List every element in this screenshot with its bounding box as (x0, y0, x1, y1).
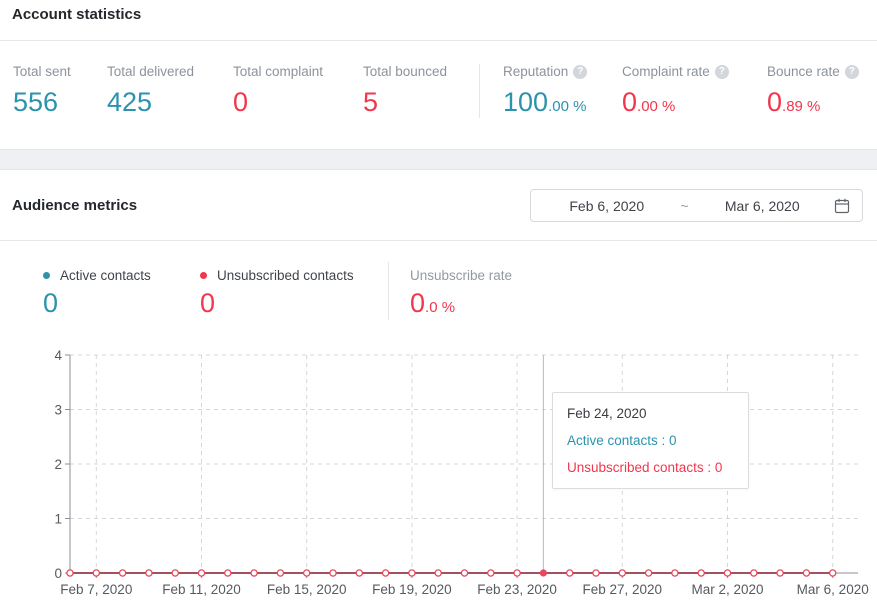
stat-label: Total delivered (107, 64, 195, 79)
legend-label: Active contacts (60, 268, 151, 283)
legend-label: Unsubscribed contacts (217, 268, 354, 283)
divider (0, 40, 877, 41)
stat-label-text: Bounce rate (767, 64, 840, 79)
section-separator-band (0, 149, 877, 170)
stat-value-main: 0 (767, 87, 783, 117)
svg-text:Feb 7, 2020: Feb 7, 2020 (60, 582, 132, 597)
stat-total-bounced: Total bounced 5 (363, 64, 447, 118)
legend-divider (388, 262, 389, 320)
unsubscribe-rate-label: Unsubscribe rate (410, 268, 513, 283)
date-range-start[interactable]: Feb 6, 2020 (569, 197, 645, 214)
stat-value-main: 556 (13, 87, 59, 117)
stat-label: Total bounced (363, 64, 448, 79)
tooltip-unsubscribed-contacts: Unsubscribed contacts : 0 (567, 460, 723, 475)
svg-text:Feb 15, 2020: Feb 15, 2020 (267, 582, 347, 597)
date-range-picker[interactable]: Feb 6, 2020 ~ Mar 6, 2020 (530, 189, 863, 222)
svg-text:Feb 11, 2020: Feb 11, 2020 (162, 582, 241, 597)
stat-complaint-rate: Complaint rate? 0.00 % (622, 64, 729, 118)
stat-label: Complaint rate? (622, 64, 729, 79)
stat-bounce-rate: Bounce rate? 0.89 % (767, 64, 859, 118)
stat-total-complaint: Total complaint 0 (233, 64, 323, 118)
date-range-separator: ~ (680, 197, 689, 214)
legend-dot-red-icon (200, 272, 207, 279)
svg-text:Feb 27, 2020: Feb 27, 2020 (583, 582, 663, 597)
svg-text:1: 1 (54, 512, 62, 527)
stat-value-suffix: .89 % (782, 98, 821, 115)
stat-value: 100.00 % (503, 87, 587, 118)
legend-dot-teal-icon (43, 272, 50, 279)
stat-label-text: Complaint rate (622, 64, 710, 79)
stat-total-delivered: Total delivered 425 (107, 64, 194, 118)
active-contacts-value: 0 (43, 288, 59, 318)
stat-value-suffix: .00 % (637, 98, 676, 115)
help-icon[interactable]: ? (573, 65, 588, 79)
legend-unsubscribed-contacts[interactable]: Unsubscribed contacts (200, 268, 354, 283)
audience-metrics-title: Audience metrics (12, 197, 138, 214)
legend-active-contacts[interactable]: Active contacts (43, 268, 151, 283)
stat-value-main: 100 (503, 87, 549, 117)
stats-divider (479, 64, 480, 118)
svg-text:0: 0 (54, 566, 62, 581)
stat-value-main: 425 (107, 87, 153, 117)
calendar-icon[interactable] (834, 198, 850, 214)
stat-value: 556 (13, 87, 71, 118)
stat-value: 0 (233, 87, 323, 118)
stat-value: 0.89 % (767, 87, 859, 118)
date-range-end[interactable]: Mar 6, 2020 (724, 197, 800, 214)
stat-value-suffix: .00 % (548, 98, 587, 115)
stat-label-text: Reputation (503, 64, 569, 79)
unsubscribe-rate-value: 0.0 % (410, 288, 455, 319)
svg-text:Feb 23, 2020: Feb 23, 2020 (477, 582, 557, 597)
divider (0, 240, 877, 241)
stat-value: 0.00 % (622, 87, 729, 118)
tooltip-active-contacts: Active contacts : 0 (567, 433, 677, 448)
account-statistics-title: Account statistics (12, 6, 142, 23)
help-icon[interactable]: ? (844, 65, 859, 79)
stat-label: Reputation? (503, 64, 588, 79)
svg-text:Mar 2, 2020: Mar 2, 2020 (691, 582, 763, 597)
svg-text:3: 3 (54, 403, 62, 418)
chart-tooltip: Feb 24, 2020 Active contacts : 0 Unsubsc… (552, 392, 749, 489)
stat-label: Total sent (13, 64, 71, 79)
stat-value: 5 (363, 87, 447, 118)
stat-value-main: 0 (233, 87, 249, 117)
svg-text:Feb 19, 2020: Feb 19, 2020 (372, 582, 452, 597)
stat-value: 425 (107, 87, 194, 118)
stat-value-main: 5 (363, 87, 379, 117)
stat-reputation: Reputation? 100.00 % (503, 64, 588, 118)
svg-text:2: 2 (54, 457, 62, 472)
rate-value-suffix: .0 % (425, 299, 456, 316)
stat-label: Total complaint (233, 64, 324, 79)
svg-text:4: 4 (54, 348, 62, 363)
rate-value-main: 0 (410, 288, 426, 318)
stat-total-sent: Total sent 556 (13, 64, 71, 118)
svg-text:Mar 6, 2020: Mar 6, 2020 (797, 582, 869, 597)
stat-label: Bounce rate? (767, 64, 859, 79)
help-icon[interactable]: ? (714, 65, 729, 79)
tooltip-date: Feb 24, 2020 (567, 406, 647, 421)
unsubscribed-contacts-value: 0 (200, 288, 216, 318)
audience-metrics-chart[interactable]: 0 1 2 3 4 Feb 7, 2020 Feb 11, 2020 Feb 15, 2020… (0, 345, 877, 603)
stat-value-main: 0 (622, 87, 638, 117)
